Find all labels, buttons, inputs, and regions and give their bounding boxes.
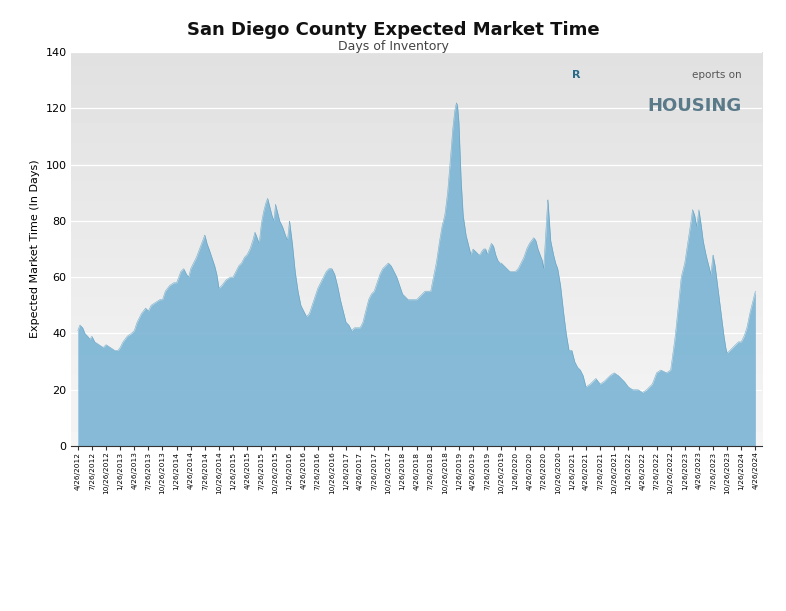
Text: Days of Inventory: Days of Inventory <box>337 40 449 53</box>
Text: San Diego County Expected Market Time: San Diego County Expected Market Time <box>187 21 599 39</box>
Text: eports on: eports on <box>692 70 742 79</box>
Text: R: R <box>572 70 581 79</box>
Text: HOUSING: HOUSING <box>648 97 742 115</box>
Y-axis label: Expected Market Time (In Days): Expected Market Time (In Days) <box>30 159 40 338</box>
